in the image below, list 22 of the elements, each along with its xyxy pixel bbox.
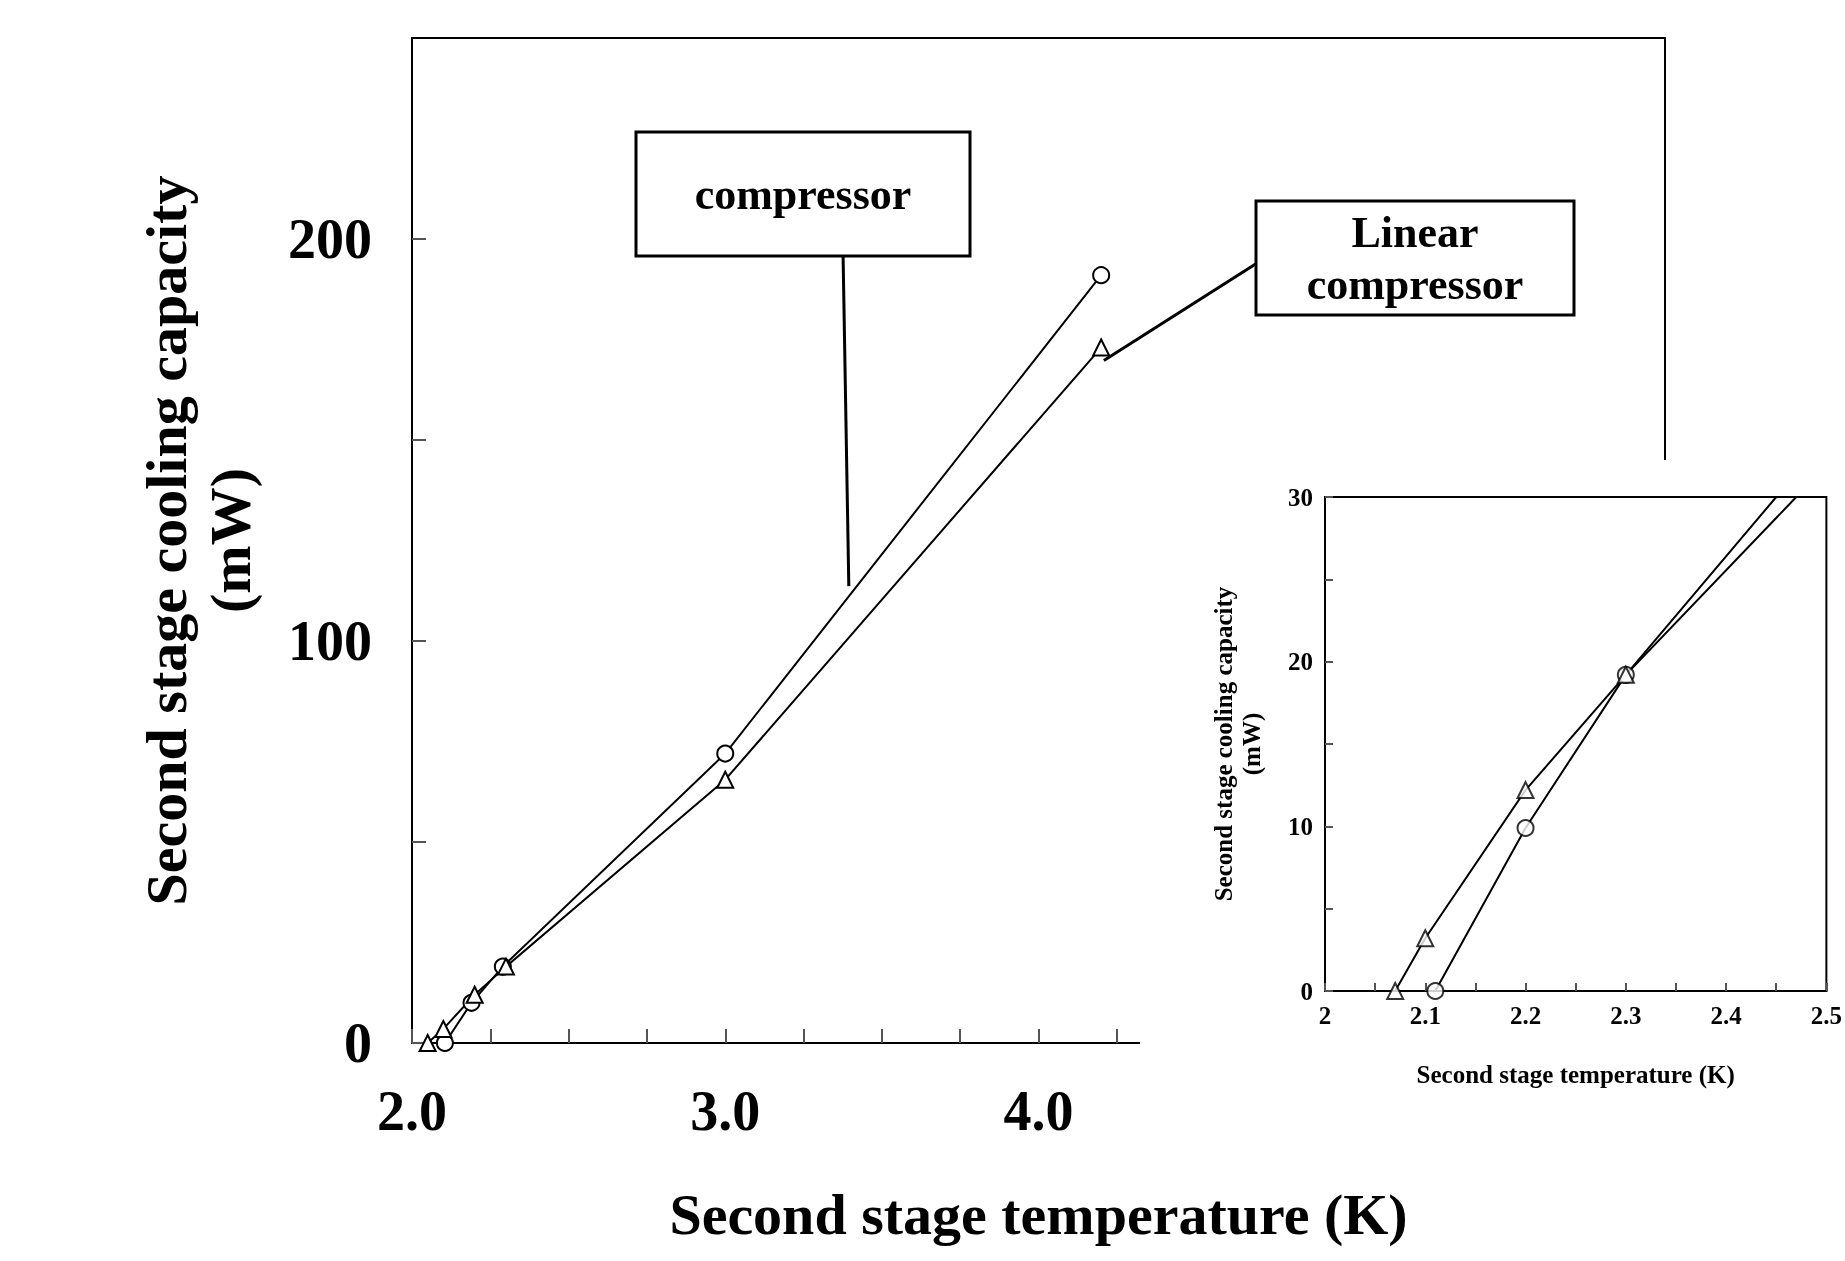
y-tick-label: 200 [288, 208, 372, 270]
x-tick-label: 2 [1318, 1002, 1332, 1029]
x-tick-label: 2.1 [1409, 1002, 1441, 1029]
x-tick-label: 2.0 [377, 1080, 447, 1142]
y-tick-label: 100 [288, 610, 372, 672]
x-tick-label: 2.2 [1509, 1002, 1542, 1029]
x-axis-title: Second stage temperature (K) [1416, 1061, 1735, 1090]
x-axis-title: Second stage temperature (K) [669, 1182, 1408, 1248]
text: compressor [694, 169, 912, 219]
y-tick-label: 10 [1288, 812, 1313, 840]
y-axis-title: Second stage cooling capacity (mW) [133, 175, 263, 906]
y-axis-title: Second stage cooling capacity (mW) [1210, 586, 1266, 902]
y-tick-label: 20 [1288, 648, 1313, 676]
text: Linear compressor [1306, 207, 1524, 309]
y-tick-label: 0 [1300, 977, 1313, 1005]
x-tick-label: 2.3 [1610, 1002, 1642, 1029]
y-tick-label: 0 [344, 1012, 372, 1074]
y-tick-label: 30 [1288, 483, 1313, 511]
x-tick-label: 4.0 [1003, 1080, 1074, 1142]
x-tick-label: 2.5 [1810, 1002, 1842, 1029]
x-tick-label: 2.4 [1710, 1002, 1743, 1029]
x-tick-label: 3.0 [690, 1080, 761, 1142]
